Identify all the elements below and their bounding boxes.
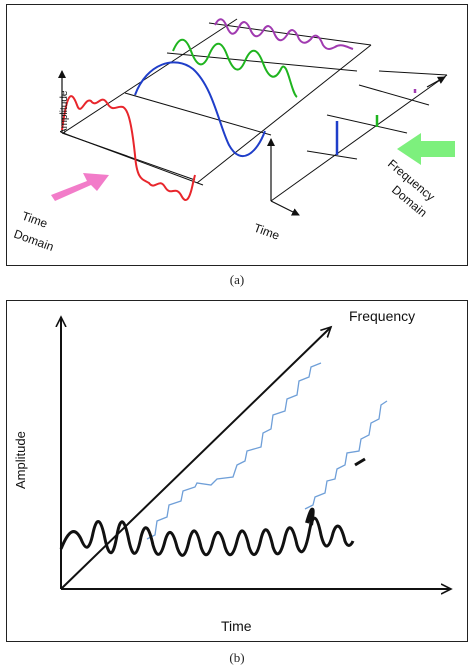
plane-diagonal-1 — [62, 18, 238, 134]
spectrum-staircase-2 — [304, 400, 388, 510]
time-label-b: Time — [221, 618, 252, 634]
frequency-baseline — [270, 74, 448, 202]
freq-plane-line-4 — [378, 70, 448, 76]
freq-plane-line-3 — [358, 84, 430, 106]
plane-line-fifth — [208, 22, 372, 46]
panel-b: Frequency Time Amplitude — [6, 300, 468, 642]
plane-diagonal-2 — [196, 44, 372, 184]
time-domain-label-2: Domain — [12, 227, 56, 254]
frequency-axis-b — [60, 327, 331, 590]
caption-a: (a) — [229, 272, 245, 287]
frequency-domain-arrow — [397, 133, 455, 165]
panel-a: Amplitude Time Time Domain Frequency Dom… — [6, 4, 468, 266]
plane-line-fundamental — [124, 92, 272, 136]
third-harmonic-sine — [172, 38, 298, 98]
time-domain-label-1: Time — [20, 209, 50, 231]
frequency-axis-a — [426, 76, 446, 88]
signal-spike-2 — [354, 457, 366, 467]
panel-a-diagram: Amplitude Time Time Domain Frequency Dom… — [12, 18, 455, 254]
time-domain-arrow — [51, 173, 109, 201]
spectrum-staircase-1 — [146, 362, 322, 540]
freq-plane-line-2 — [326, 114, 408, 134]
amplitude-label-a: Amplitude — [59, 90, 70, 135]
freq-plane-line-1 — [306, 150, 358, 160]
fundamental-sine — [134, 61, 266, 158]
composite-square-wave — [61, 95, 196, 201]
plane-line-sum — [62, 132, 204, 186]
panel-b-diagram: Frequency Time Amplitude — [13, 308, 469, 634]
time-label-a: Time — [252, 221, 282, 243]
caption-b: (b) — [229, 650, 245, 665]
time-axis-a — [270, 200, 300, 216]
amplitude-label-b: Amplitude — [13, 431, 28, 489]
signal-spike-1 — [305, 507, 315, 526]
frequency-label-b: Frequency — [349, 308, 415, 324]
time-signal — [59, 516, 355, 557]
fifth-harmonic-sine — [214, 18, 354, 50]
